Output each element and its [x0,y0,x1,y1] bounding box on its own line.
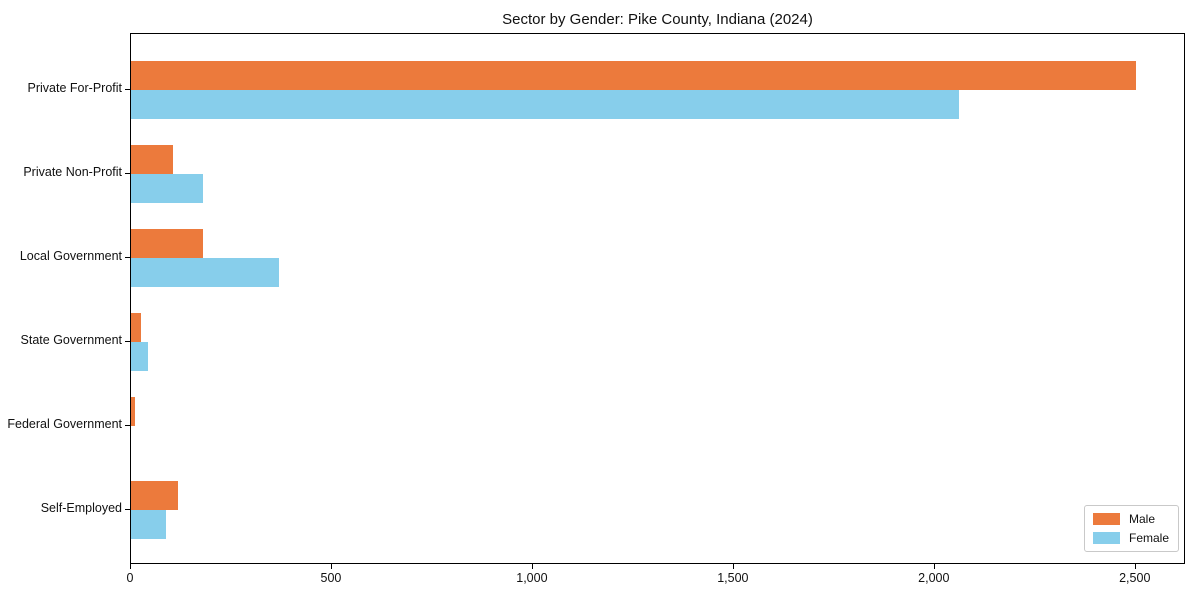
bar-male-federal-government [131,396,135,426]
y-tick-mark [125,340,130,342]
x-tick-label: 1,000 [516,571,548,585]
legend-item-male: Male [1092,512,1169,526]
bar-male-private-for-profit [131,60,1136,90]
x-tick-label: 2,500 [1119,571,1151,585]
x-tick-mark [330,564,332,569]
y-tick-label: Self-Employed [40,500,122,515]
y-tick-label: Private For-Profit [27,80,122,95]
plot-area: Male Female [130,33,1185,564]
bar-male-local-government [131,228,203,258]
y-tick-mark [125,172,130,174]
x-tick-label: 2,000 [918,571,950,585]
x-tick-mark [933,564,935,569]
bar-female-local-government [131,257,279,287]
x-tick-mark [1134,564,1136,569]
y-tick-label: Private Non-Profit [23,164,122,179]
legend-label-female: Female [1128,531,1169,545]
bar-female-self-employed [131,509,166,539]
x-tick-label: 1,500 [717,571,749,585]
chart-title: Sector by Gender: Pike County, Indiana (… [502,11,813,28]
legend-swatch-male [1092,513,1120,525]
legend: Male Female [1083,505,1179,552]
y-tick-mark [125,88,130,90]
bar-female-private-non-profit [131,173,203,203]
legend-swatch-female [1092,532,1120,544]
legend-label-male: Male [1128,512,1155,526]
x-tick-label: 0 [126,571,134,585]
bar-male-private-non-profit [131,144,173,174]
y-tick-label: State Government [20,332,122,347]
x-tick-mark [130,564,131,569]
y-tick-label: Federal Government [7,416,122,431]
y-tick-label: Local Government [19,248,122,263]
x-tick-label: 500 [320,571,342,585]
y-tick-mark [125,256,130,258]
x-tick-mark [531,564,533,569]
bar-male-state-government [131,312,141,342]
y-tick-mark [125,424,130,426]
bar-female-state-government [131,341,148,371]
legend-item-female: Female [1092,531,1169,545]
y-tick-mark [125,508,130,510]
x-tick-mark [732,564,734,569]
bar-female-private-for-profit [131,89,959,119]
bar-male-self-employed [131,480,178,510]
